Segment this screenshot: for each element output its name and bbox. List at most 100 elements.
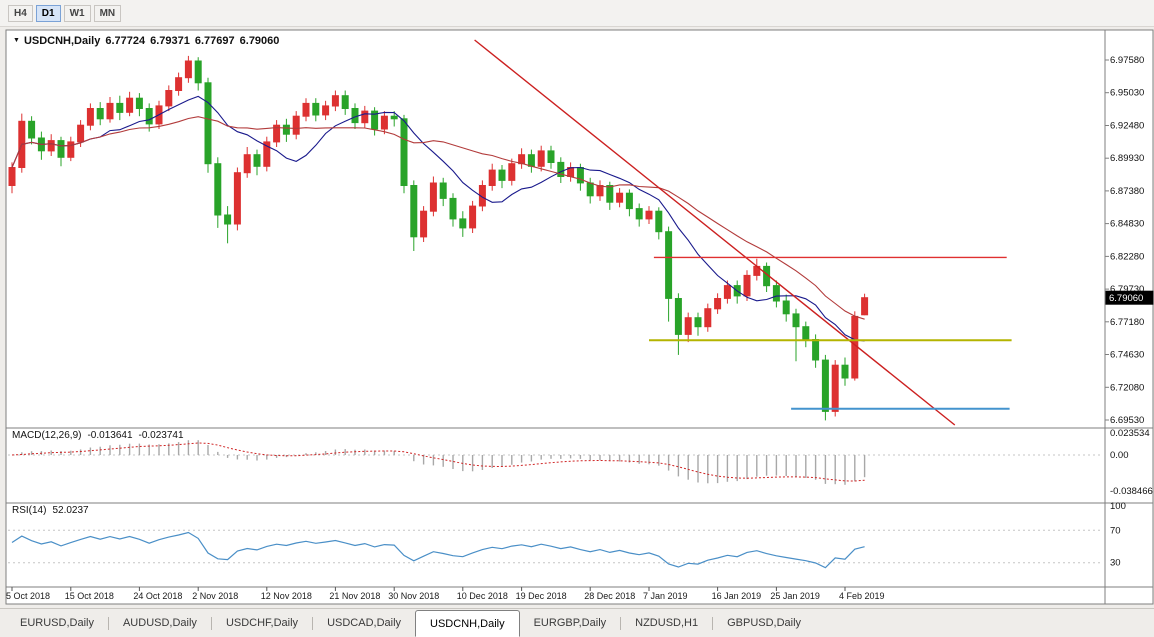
candle-body bbox=[341, 95, 349, 109]
date-label: 7 Jan 2019 bbox=[643, 591, 688, 601]
rsi-axis-label: 100 bbox=[1110, 501, 1126, 512]
timeframe-button-w1[interactable]: W1 bbox=[63, 4, 91, 22]
symbol-tab-bar: EURUSD,Daily AUDUSD,Daily USDCHF,Daily USDC… bbox=[0, 608, 1154, 637]
tab-gbpusd-daily[interactable]: GBPUSD,Daily bbox=[727, 617, 802, 629]
macd-axis-label: 0.023534 bbox=[1110, 428, 1150, 439]
candle-body bbox=[204, 82, 212, 165]
date-label: 24 Oct 2018 bbox=[133, 591, 182, 601]
candle-body bbox=[273, 124, 281, 143]
candle-body bbox=[557, 161, 565, 177]
candle-body bbox=[714, 298, 722, 310]
candle-body bbox=[488, 169, 496, 187]
date-label: 16 Jan 2019 bbox=[712, 591, 762, 601]
candle-body bbox=[812, 339, 820, 361]
macd-axis-label: -0.038466 bbox=[1110, 486, 1153, 497]
candle-body bbox=[508, 163, 516, 181]
timeframe-toolbar: H4 D1 W1 MN bbox=[0, 0, 1154, 27]
tab-audusd-daily[interactable]: AUDUSD,Daily bbox=[122, 617, 197, 629]
candle-body bbox=[253, 154, 261, 167]
tab-usdcnh-daily[interactable]: USDCNH,Daily bbox=[415, 610, 520, 637]
candle-body bbox=[841, 364, 849, 379]
macd-axis-label: 0.00 bbox=[1110, 450, 1129, 461]
candle-body bbox=[282, 124, 290, 135]
candle-body bbox=[665, 231, 673, 299]
candle-body bbox=[449, 197, 457, 220]
candle-body bbox=[8, 167, 16, 186]
rsi-line bbox=[11, 531, 865, 569]
candle-body bbox=[635, 208, 643, 220]
ma-line-21 bbox=[11, 116, 865, 320]
date-label: 19 Dec 2018 bbox=[516, 591, 567, 601]
candle-body bbox=[77, 124, 85, 143]
chart-frame bbox=[5, 29, 1154, 605]
price-axis-label: 6.74630 bbox=[1110, 350, 1144, 361]
candle-body bbox=[214, 163, 222, 216]
candle-body bbox=[184, 60, 192, 79]
date-label: 2 Nov 2018 bbox=[192, 591, 238, 601]
candle-body bbox=[47, 140, 55, 152]
tab-eurusd-daily[interactable]: EURUSD,Daily bbox=[20, 617, 94, 629]
candle-body bbox=[145, 108, 153, 125]
candle-body bbox=[596, 185, 604, 197]
timeframe-button-d1[interactable]: D1 bbox=[35, 4, 61, 22]
candle-body bbox=[782, 300, 790, 315]
price-axis-label: 6.79730 bbox=[1110, 284, 1144, 295]
candle-body bbox=[302, 102, 310, 117]
ma-line-10 bbox=[11, 95, 865, 342]
price-axis-label: 6.84830 bbox=[1110, 219, 1144, 230]
date-label: 28 Dec 2018 bbox=[584, 591, 635, 601]
rsi-axis-label: 30 bbox=[1110, 558, 1121, 569]
price-axis-label: 6.77180 bbox=[1110, 317, 1144, 328]
candle-body bbox=[243, 154, 251, 174]
timeframe-button-mn[interactable]: MN bbox=[93, 4, 122, 22]
date-label: 25 Jan 2019 bbox=[770, 591, 820, 601]
candle-body bbox=[28, 120, 36, 139]
tab-divider bbox=[107, 616, 109, 630]
date-label: 21 Nov 2018 bbox=[329, 591, 380, 601]
date-label: 5 Oct 2018 bbox=[6, 591, 50, 601]
candle-body bbox=[351, 108, 359, 124]
price-axis-label: 6.97580 bbox=[1110, 55, 1144, 66]
candle-body bbox=[831, 364, 839, 412]
candle-body bbox=[821, 359, 829, 412]
candle-body bbox=[547, 150, 555, 163]
price-axis-label: 6.72080 bbox=[1110, 382, 1144, 393]
candle-body bbox=[371, 110, 379, 130]
candle-body bbox=[684, 317, 692, 335]
candle-body bbox=[586, 182, 594, 197]
date-label: 4 Feb 2019 bbox=[839, 591, 885, 601]
current-price-tag bbox=[1105, 290, 1154, 305]
candle-body bbox=[625, 192, 633, 210]
candle-body bbox=[126, 97, 134, 113]
candle-body bbox=[57, 140, 65, 158]
price-axis-label: 6.69530 bbox=[1110, 415, 1144, 426]
price-axis-label: 6.95030 bbox=[1110, 88, 1144, 99]
tab-nzdusd-h1[interactable]: NZDUSD,H1 bbox=[635, 617, 699, 629]
candle-body bbox=[439, 182, 447, 199]
candle-body bbox=[537, 150, 545, 167]
candle-body bbox=[224, 214, 232, 225]
candle-body bbox=[233, 172, 241, 225]
candle-body bbox=[674, 298, 682, 335]
candle-body bbox=[704, 308, 712, 328]
candle-body bbox=[420, 210, 428, 238]
timeframe-button-h4[interactable]: H4 bbox=[8, 4, 33, 22]
candle-body bbox=[165, 90, 173, 107]
candle-body bbox=[498, 169, 506, 181]
date-label: 30 Nov 2018 bbox=[388, 591, 439, 601]
tab-usdcad-daily[interactable]: USDCAD,Daily bbox=[327, 617, 402, 629]
candle-body bbox=[106, 102, 114, 120]
price-axis-label: 6.92480 bbox=[1110, 121, 1144, 132]
candle-body bbox=[400, 118, 408, 186]
price-axis-label: 6.82280 bbox=[1110, 251, 1144, 262]
candle-body bbox=[390, 115, 398, 120]
tab-divider bbox=[312, 616, 314, 630]
rsi-axis-label: 70 bbox=[1110, 525, 1121, 536]
tab-usdchf-daily[interactable]: USDCHF,Daily bbox=[225, 617, 299, 629]
tab-eurgbp-daily[interactable]: EURGBP,Daily bbox=[533, 617, 607, 629]
descending-trendline[interactable] bbox=[474, 39, 956, 426]
candle-body bbox=[792, 313, 800, 328]
current-price-label: 6.79060 bbox=[1109, 293, 1143, 304]
candle-body bbox=[802, 326, 810, 341]
